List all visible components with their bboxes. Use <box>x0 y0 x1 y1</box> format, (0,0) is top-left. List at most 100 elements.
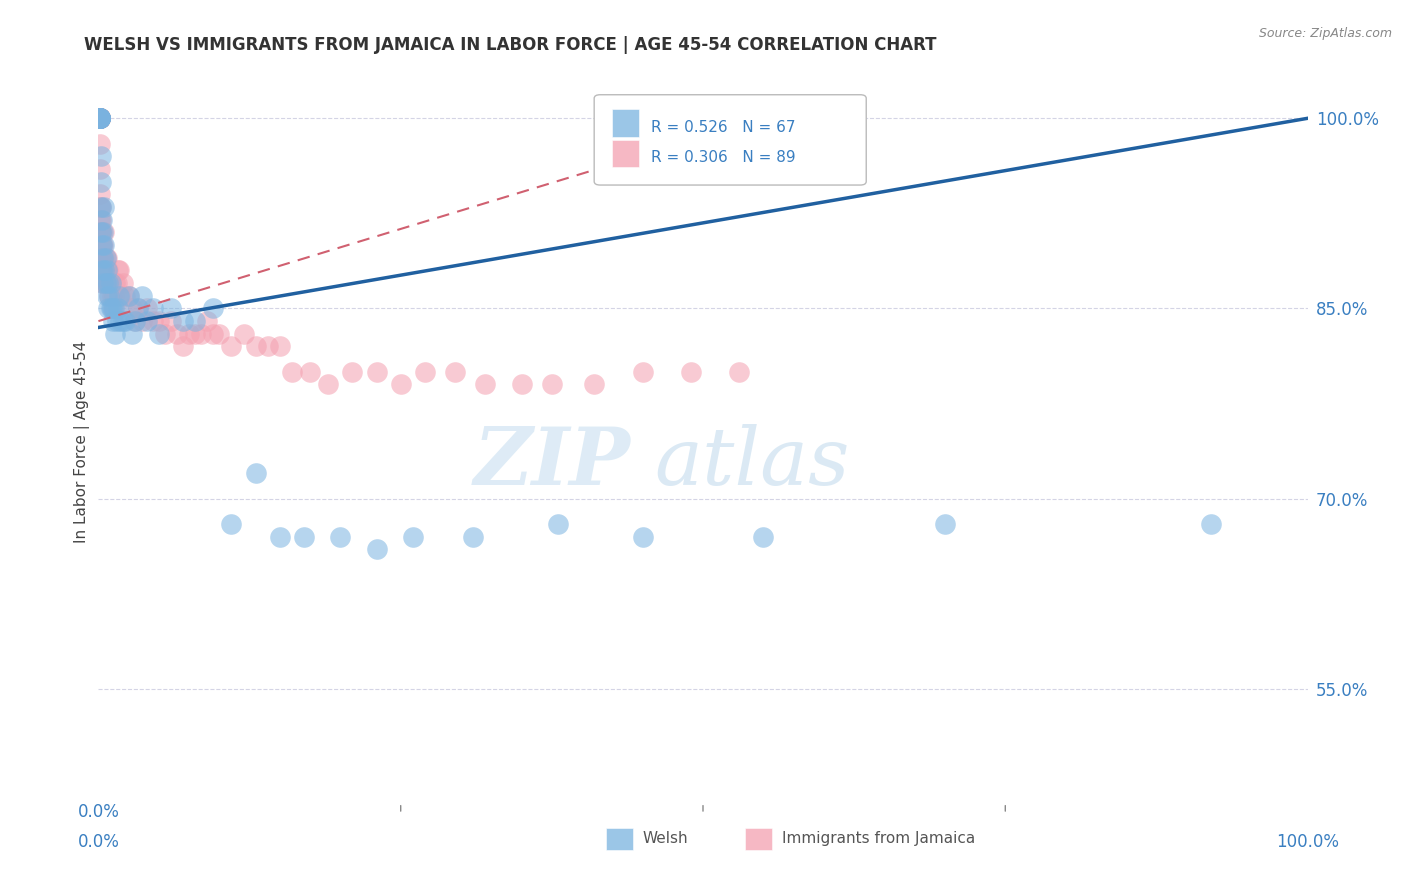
Text: 0.0%: 0.0% <box>77 833 120 851</box>
Point <box>118 289 141 303</box>
Point <box>96 263 118 277</box>
Point <box>108 263 131 277</box>
Point <box>679 365 702 379</box>
Point <box>389 377 412 392</box>
Point <box>100 301 122 316</box>
Point <box>89 112 111 126</box>
Point <box>108 289 131 303</box>
Point <box>195 314 218 328</box>
Point <box>142 314 165 328</box>
Point <box>166 326 188 341</box>
Point <box>96 251 118 265</box>
Point <box>366 542 388 557</box>
Point <box>1199 516 1222 531</box>
Text: Source: ZipAtlas.com: Source: ZipAtlas.com <box>1258 27 1392 40</box>
Point <box>540 377 562 392</box>
Point <box>101 314 124 328</box>
Point <box>89 112 111 126</box>
Point <box>101 301 124 316</box>
Point <box>89 112 111 126</box>
Text: R = 0.306   N = 89: R = 0.306 N = 89 <box>651 150 796 165</box>
Point <box>316 377 339 392</box>
Point <box>256 339 278 353</box>
Point <box>90 175 112 189</box>
Point <box>98 289 121 303</box>
Point <box>89 112 111 126</box>
Point <box>208 326 231 341</box>
Point <box>142 301 165 316</box>
Point <box>329 530 352 544</box>
Point <box>91 226 114 240</box>
Point <box>91 226 114 240</box>
Point <box>184 326 207 341</box>
Point <box>148 314 170 328</box>
Point <box>105 276 128 290</box>
Point <box>89 112 111 126</box>
Point <box>94 276 117 290</box>
Point <box>97 301 120 316</box>
Point <box>91 238 114 252</box>
Point <box>107 301 129 316</box>
Point <box>89 112 111 126</box>
Point <box>232 326 254 341</box>
FancyBboxPatch shape <box>595 95 866 185</box>
Text: 100.0%: 100.0% <box>1277 833 1339 851</box>
Point <box>90 149 112 163</box>
Point <box>89 161 111 176</box>
Point <box>89 112 111 126</box>
Point <box>89 112 111 126</box>
Point <box>97 276 120 290</box>
Point <box>90 212 112 227</box>
Text: 0.0%: 0.0% <box>77 803 120 821</box>
Point <box>366 365 388 379</box>
Point <box>118 289 141 303</box>
Point <box>100 276 122 290</box>
Point <box>89 112 111 126</box>
Text: atlas: atlas <box>655 425 851 502</box>
Point <box>124 314 146 328</box>
Point <box>179 326 201 341</box>
Point <box>96 263 118 277</box>
Point <box>103 289 125 303</box>
Point <box>93 276 115 290</box>
Point <box>91 276 114 290</box>
Point <box>184 314 207 328</box>
Point <box>93 226 115 240</box>
Point <box>444 365 467 379</box>
Point <box>91 263 114 277</box>
Point <box>510 377 533 392</box>
Point <box>127 301 149 316</box>
Point <box>89 112 111 126</box>
Bar <box>613 109 638 136</box>
Point <box>91 263 114 277</box>
Text: Welsh: Welsh <box>643 831 688 847</box>
Point <box>135 314 157 328</box>
Point <box>91 263 114 277</box>
Point <box>111 276 134 290</box>
Point <box>96 276 118 290</box>
Point <box>89 112 111 126</box>
Point <box>114 289 136 303</box>
Point <box>93 263 115 277</box>
Point <box>89 112 111 126</box>
Point <box>752 530 775 544</box>
Point <box>107 263 129 277</box>
Point <box>91 212 114 227</box>
Point <box>94 251 117 265</box>
Point <box>89 112 111 126</box>
Point <box>108 289 131 303</box>
Point <box>172 314 194 328</box>
Point <box>402 530 425 544</box>
Point <box>89 112 111 126</box>
Point <box>104 276 127 290</box>
Point <box>413 365 436 379</box>
Point <box>100 276 122 290</box>
Point <box>281 365 304 379</box>
Point <box>728 365 751 379</box>
Point <box>105 314 128 328</box>
Point <box>934 516 956 531</box>
Bar <box>745 828 772 850</box>
Point <box>97 276 120 290</box>
Point <box>89 212 111 227</box>
Point <box>91 238 114 252</box>
